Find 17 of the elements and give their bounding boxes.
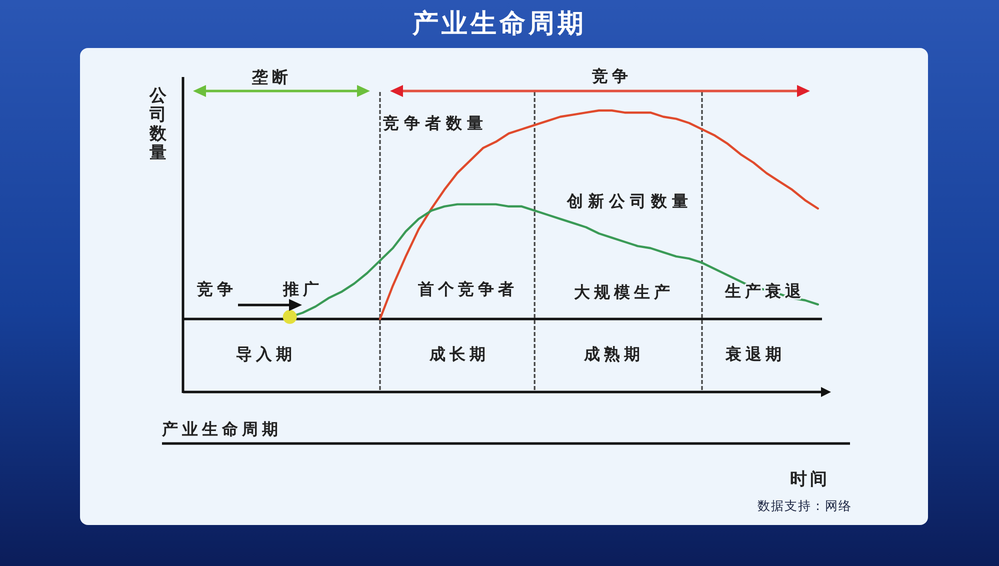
x-tick-label: 成长期 [428,346,490,364]
y-axis-title: 公司数量 [148,86,168,162]
text: 数据支持：网络 [758,499,852,513]
chart-title: 产业生命周期 [412,8,586,38]
text: 时间 [790,470,830,488]
series-label: 创新公司数量 [566,192,693,210]
series-label: 竞争者数量 [382,114,488,132]
annotation: 大规模生产 [574,284,674,302]
text: 竞争 [591,68,632,86]
text: 产业生命周期 [161,420,282,438]
annotation: 推广 [282,280,323,298]
x-tick-label: 成熟期 [582,346,644,364]
text: 垄断 [251,68,292,86]
x-tick-label: 导入期 [236,346,296,364]
annotation: 竞争 [196,280,237,298]
annotation: 首个竞争者 [417,280,518,298]
x-tick-label: 衰退期 [724,344,786,364]
